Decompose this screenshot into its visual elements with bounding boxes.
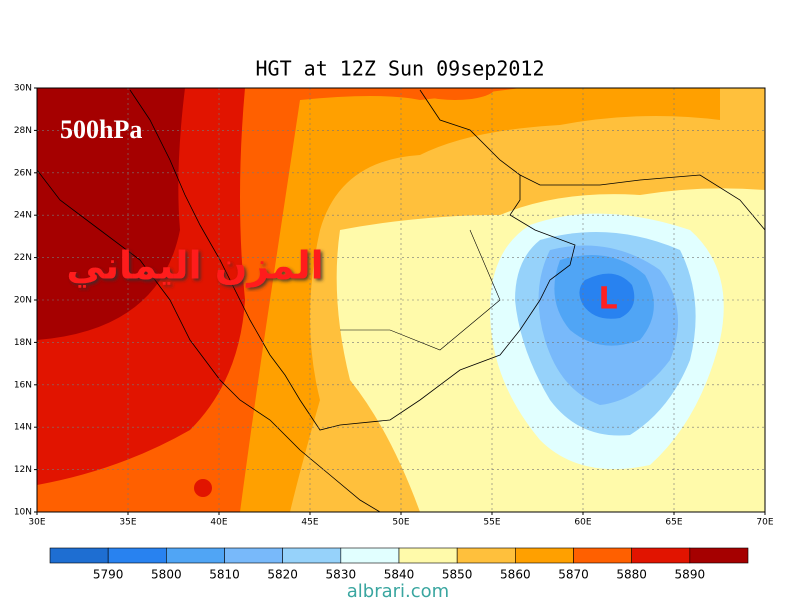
colorbar-label: 5790 [93,568,124,582]
lat-label: 28N [14,126,32,136]
coastline-arabia [129,89,576,431]
lat-label: 10N [14,508,32,518]
lat-label: 24N [14,211,32,221]
colorbar-label: 5820 [267,568,298,582]
contour-5870-north [415,88,495,100]
colorbar-swatch [456,547,516,564]
colorbar-label: 5880 [616,568,647,582]
lat-label: 20N [14,296,32,306]
lon-label: 50E [392,518,409,528]
colorbar-swatch [49,547,109,564]
coastline-iran [519,174,765,231]
colorbar-swatch [398,547,458,564]
colorbar-label: 5870 [558,568,589,582]
borders [340,229,501,351]
lon-label: 65E [665,518,682,528]
colorbar-label: 5840 [384,568,415,582]
contour-5790 [579,273,635,319]
contour-5890 [37,88,185,340]
lat-label: 12N [14,465,32,475]
colorbar-swatch [631,547,691,564]
colorbar-label: 5890 [675,568,706,582]
lat-label: 26N [14,168,32,178]
colorbar-swatch [573,547,632,564]
coastline-africa [37,169,381,512]
level-label: 500hPa [60,115,142,144]
lon-label: 40E [210,518,227,528]
region-annotation: المزن اليماني [66,244,323,288]
lon-label: 30E [28,518,45,528]
colorbar-label: 5850 [442,568,473,582]
lon-label: 35E [119,518,136,528]
colorbar-label: 5810 [209,568,240,582]
colorbar-label: 5860 [500,568,531,582]
lon-label: 60E [574,518,591,528]
low-marker: L [598,282,617,317]
colorbar: 5790 5800 5810 5820 5830 5840 5850 5860 5870 5880… [49,547,749,582]
colorbar-swatch [166,547,225,564]
map-title: HGT at 12Z Sun 09sep2012 [256,57,545,81]
lat-label: 18N [14,338,32,348]
colorbar-swatch [515,547,574,564]
lat-label: 30N [14,84,32,94]
colorbar-swatch [282,547,342,564]
lon-label: 55E [483,518,500,528]
colorbar-swatch [224,547,283,564]
contour-5880-spot [194,479,212,497]
lon-label: 45E [301,518,318,528]
colorbar-swatch [340,547,400,564]
lat-label: 16N [14,380,32,390]
lat-label: 14N [14,423,32,433]
colorbar-swatch [689,547,749,564]
lat-label: 22N [14,253,32,263]
colorbar-label: 5800 [151,568,182,582]
colorbar-label: 5830 [326,568,357,582]
map-frame [36,87,766,513]
lon-label: 70E [756,518,773,528]
colorbar-swatch [107,547,167,564]
watermark: albrari.com [347,581,449,600]
